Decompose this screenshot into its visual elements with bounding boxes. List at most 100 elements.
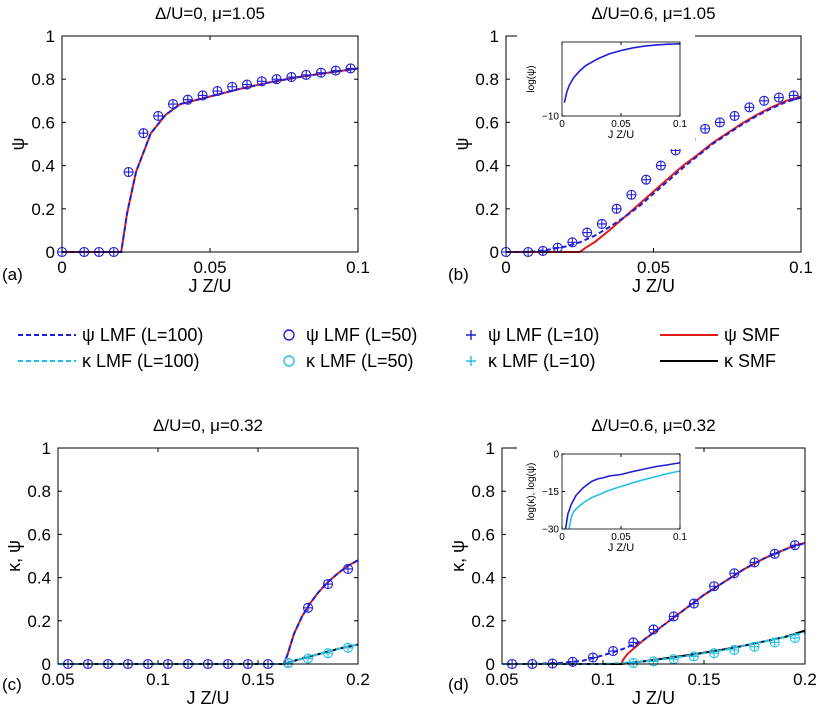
y-axis-label: κ, ψ — [448, 540, 468, 572]
y-tick-label: 0.6 — [27, 525, 51, 544]
inset-b: −100 0.05 0.1 J Z/U log(ψ) — [517, 30, 695, 149]
panel-d-point — [709, 648, 719, 658]
inset-y-axis-label: log(κ), log(ψ) — [526, 463, 537, 521]
panel-d-point — [750, 557, 759, 567]
panel-b-point — [715, 117, 725, 127]
panel-b-point — [538, 246, 548, 256]
legend-entry: κ LMF (L=50) — [283, 351, 414, 371]
x-axis-label: J Z/U — [632, 688, 675, 705]
chart-panels: 0 0.2 0.4 0.6 0.8 1 0 0.05 0.1 Δ/U=0, μ=1.05 J Z/U… — [2, 4, 817, 705]
inset-x-axis-label: J Z/U — [608, 129, 634, 141]
y-tick-label: 0.4 — [27, 569, 51, 588]
x-axis-label: J Z/U — [189, 276, 232, 296]
inset-b-series-log- — [563, 43, 681, 103]
legend-entry: ψ SMF — [660, 325, 780, 345]
panel-label: (d) — [448, 675, 469, 694]
panel-label: (c) — [2, 675, 22, 694]
y-tick-label: 0.8 — [471, 482, 495, 501]
chart-title: Δ/U=0, μ=1.05 — [155, 4, 265, 23]
legend-label: κ LMF (L=50) — [306, 351, 414, 371]
inset-d-series-log- — [564, 461, 681, 530]
legend-label: κ LMF (L=100) — [82, 351, 200, 371]
x-tick-label: 0.15 — [687, 670, 720, 689]
panel-label: (b) — [448, 265, 469, 284]
chart-title: Δ/U=0.6, μ=0.32 — [591, 416, 715, 435]
y-tick-label: 0 — [486, 655, 495, 674]
y-tick-label: 0 — [490, 243, 499, 262]
panel-c-point — [323, 648, 333, 658]
panel-b-line — [506, 96, 802, 253]
panel-d-point — [770, 549, 780, 559]
legend-entry: κ LMF (L=100) — [18, 351, 200, 371]
x-tick-label: 0 — [559, 532, 565, 543]
y-axis-label: ψ — [452, 138, 472, 151]
panel-label: (a) — [2, 265, 23, 284]
panel-b-point — [774, 93, 784, 103]
y-tick-label: 0.6 — [31, 113, 55, 132]
legend-entry: κ SMF — [660, 351, 776, 371]
y-tick-label: 0.2 — [471, 612, 495, 631]
y-tick-label: 0.4 — [471, 569, 495, 588]
axes-frame — [57, 447, 359, 665]
panel-a-point — [346, 63, 356, 73]
legend-swatch — [283, 355, 295, 367]
y-tick-label: 0.2 — [31, 200, 55, 219]
y-tick-label: 0.4 — [31, 157, 55, 176]
legend-label: ψ LMF (L=50) — [306, 325, 417, 345]
y-axis-label: ψ — [8, 138, 28, 151]
legend-swatch — [466, 330, 476, 340]
panel-a: 0 0.2 0.4 0.6 0.8 1 0 0.05 0.1 Δ/U=0, μ=1.05 J Z/U… — [2, 4, 370, 296]
legend-entry: ψ LMF (L=10) — [466, 325, 599, 345]
legend-label: κ LMF (L=10) — [488, 351, 596, 371]
panel-d-series--lmf-l-10- — [507, 540, 800, 669]
legend-swatch — [466, 356, 476, 366]
panel-d: 0 0.2 0.4 0.6 0.8 1 0.05 0.1 0.15 0.2 Δ/U=0.6, μ=0… — [448, 416, 817, 705]
inset-y-axis-label: log(ψ) — [526, 65, 537, 92]
panel-d-point — [790, 633, 800, 643]
panel-d-point — [649, 624, 658, 634]
y-axis-label: κ, ψ — [4, 540, 24, 572]
panel-b-point — [597, 219, 607, 229]
panel-a-point — [198, 90, 208, 100]
panel-d-point — [750, 642, 759, 652]
x-tick-label: 0.05 — [611, 119, 631, 130]
x-tick-label: 0.2 — [346, 670, 370, 689]
panel-a-point — [316, 68, 326, 78]
y-tick-label: 1 — [486, 439, 495, 458]
y-tick-label: −15 — [542, 487, 559, 498]
y-tick-label: 1 — [46, 27, 55, 46]
panel-b-point — [612, 204, 622, 214]
panel-d-point — [729, 568, 739, 578]
x-tick-label: 0.1 — [346, 258, 370, 277]
panel-d-point — [608, 646, 618, 656]
panel-b-point — [744, 102, 754, 112]
panel-a-point — [257, 76, 267, 86]
x-tick-label: 0.05 — [41, 670, 74, 689]
x-tick-label: 0.1 — [146, 670, 170, 689]
x-tick-label: 0 — [501, 258, 510, 277]
y-tick-label: 0.8 — [27, 482, 51, 501]
legend-label: ψ LMF (L=100) — [82, 325, 203, 345]
panel-b-point — [626, 190, 636, 200]
panel-a-point — [272, 74, 282, 84]
panel-d-point — [770, 637, 780, 647]
inset-d-series-log- — [568, 470, 681, 530]
inset-d-line — [568, 470, 681, 530]
panel-b-point — [641, 175, 651, 185]
legend-entry: ψ LMF (L=50) — [283, 325, 417, 345]
panel-a-point — [138, 128, 148, 138]
panel-d-point — [790, 540, 800, 550]
panel-b: 0 0.2 0.4 0.6 0.8 1 0 0.05 0.1 Δ/U=0.6, μ=1.05 J Z… — [448, 4, 813, 296]
x-tick-label: 0.05 — [193, 258, 226, 277]
panel-c-point — [283, 658, 293, 668]
panel-c-point — [303, 603, 313, 613]
panel-b-point — [700, 124, 710, 134]
x-tick-label: 0.2 — [793, 670, 817, 689]
panel-d-point — [568, 657, 578, 667]
panel-a-point — [227, 82, 237, 92]
x-tick-label: 0 — [559, 119, 565, 130]
panel-a-point — [124, 167, 134, 177]
y-tick-label: 0.4 — [475, 157, 499, 176]
plot-area — [58, 448, 358, 664]
